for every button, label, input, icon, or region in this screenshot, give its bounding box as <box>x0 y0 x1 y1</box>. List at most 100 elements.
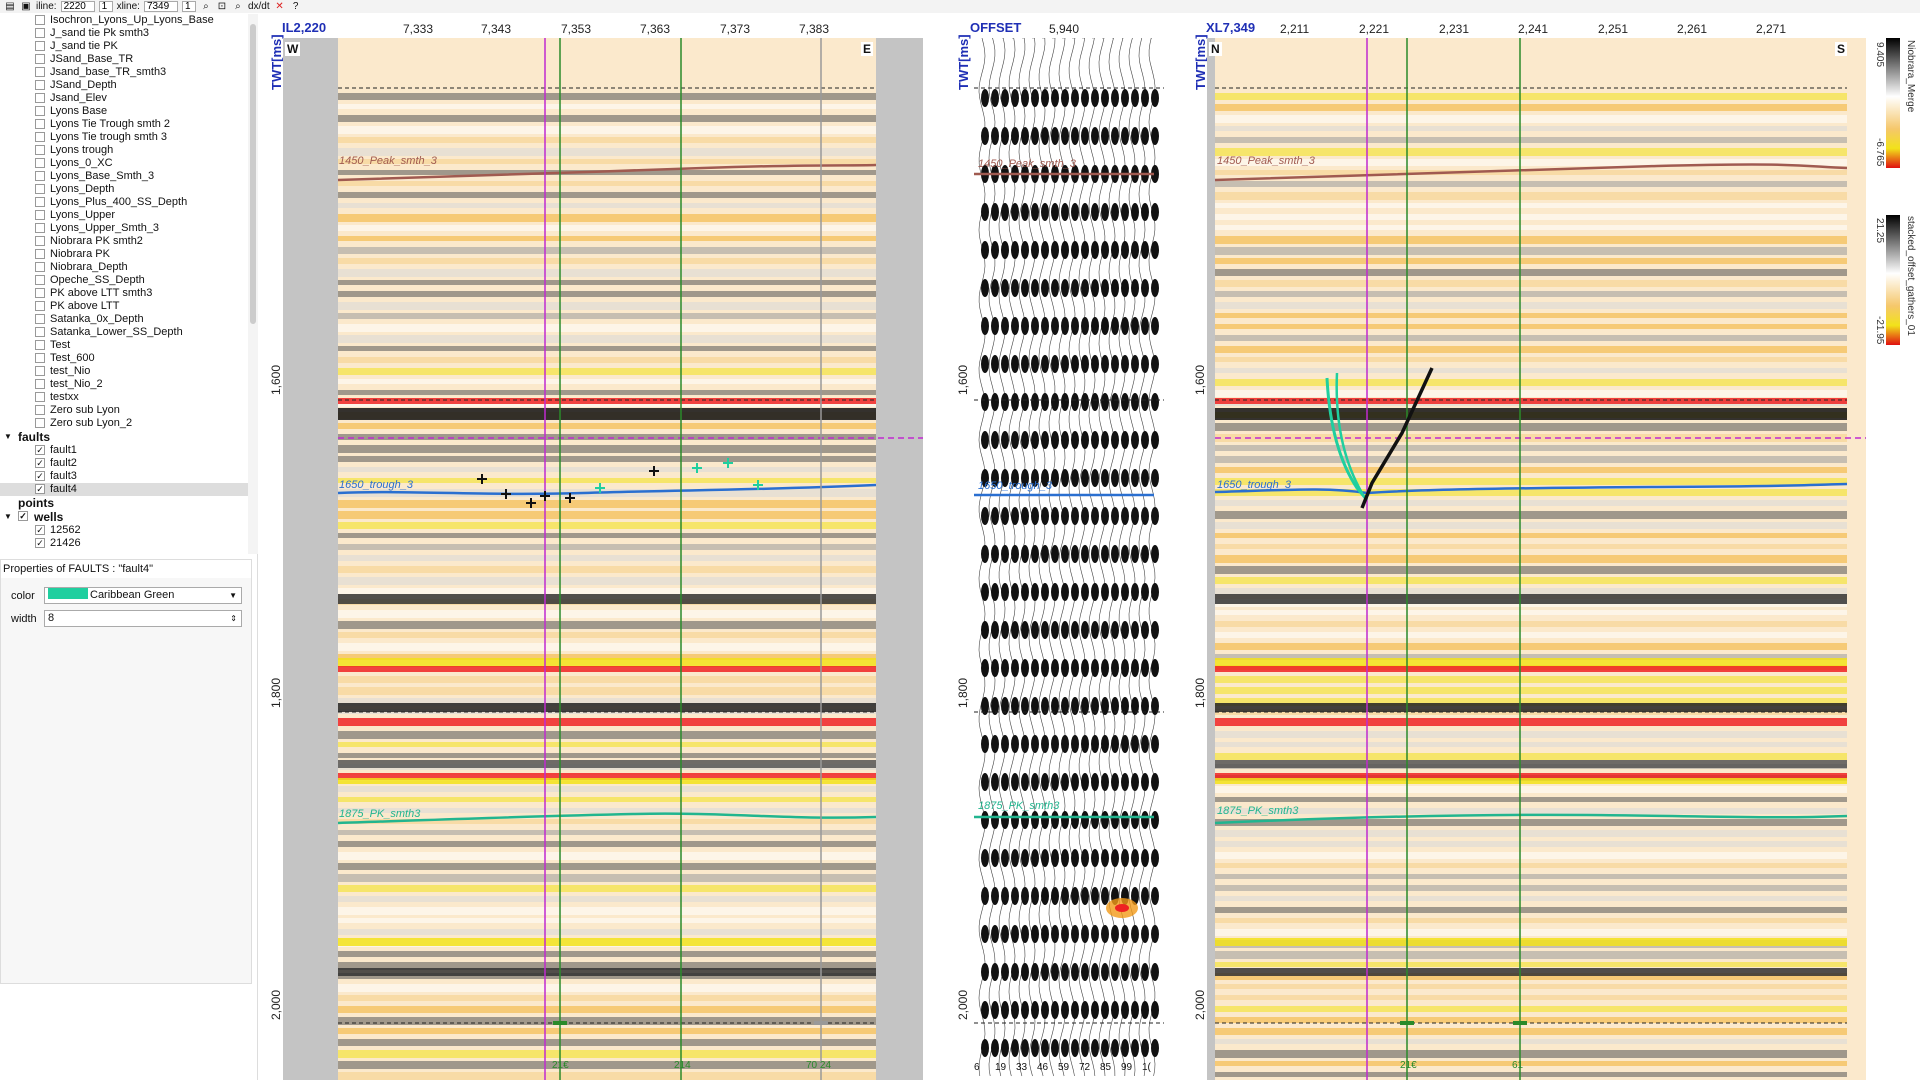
iline-input[interactable] <box>60 1 95 12</box>
checkbox[interactable] <box>35 41 45 51</box>
dxdt-button[interactable]: dx/dt <box>247 1 270 12</box>
tree-item-fault[interactable]: ✓ fault2 <box>0 457 258 470</box>
checkbox-checked[interactable]: ✓ <box>35 525 45 535</box>
tree-item-horizon[interactable]: Test_600 <box>0 352 258 365</box>
checkbox[interactable] <box>35 392 45 402</box>
tree-item-horizon[interactable]: Lyons Tie Trough smth 2 <box>0 118 258 131</box>
checkbox-checked[interactable]: ✓ <box>35 471 45 481</box>
tree-group-wells[interactable]: ▼ ✓ wells <box>0 510 258 524</box>
checkbox[interactable] <box>35 171 45 181</box>
checkbox[interactable] <box>35 210 45 220</box>
checkbox[interactable] <box>35 15 45 25</box>
tree-item-horizon[interactable]: test_Nio <box>0 365 258 378</box>
tree-item-horizon[interactable]: Lyons_Plus_400_SS_Depth <box>0 196 258 209</box>
folder-icon[interactable]: ▤ <box>5 1 15 12</box>
checkbox[interactable] <box>35 106 45 116</box>
tree-item-horizon[interactable]: PK above LTT smth3 <box>0 287 258 300</box>
checkbox[interactable] <box>35 379 45 389</box>
checkbox[interactable] <box>35 223 45 233</box>
checkbox[interactable] <box>35 197 45 207</box>
xline-step-input[interactable] <box>181 1 196 12</box>
stepper-icon[interactable]: ⇕ <box>230 614 237 623</box>
tree-item-well[interactable]: ✓ 21426 <box>0 537 258 550</box>
iline-step-input[interactable] <box>98 1 113 12</box>
tree-group-points[interactable]: points <box>0 496 258 510</box>
zoom-box-icon[interactable]: ⊡ <box>217 1 227 12</box>
tree-item-well[interactable]: ✓ 12562 <box>0 524 258 537</box>
tree-item-fault[interactable]: ✓ fault1 <box>0 444 258 457</box>
chevron-down-icon[interactable]: ▼ <box>4 512 12 521</box>
tree-item-horizon[interactable]: J_sand tie Pk smth3 <box>0 27 258 40</box>
tree-item-horizon[interactable]: Satanka_Lower_SS_Depth <box>0 326 258 339</box>
checkbox[interactable] <box>35 236 45 246</box>
checkbox-checked[interactable]: ✓ <box>35 538 45 548</box>
checkbox[interactable] <box>35 28 45 38</box>
tree-group-faults[interactable]: ▼ faults <box>0 430 258 444</box>
checkbox[interactable] <box>35 54 45 64</box>
checkbox[interactable] <box>35 288 45 298</box>
tree-item-horizon[interactable]: Opeche_SS_Depth <box>0 274 258 287</box>
tree-scrollbar[interactable] <box>248 14 258 554</box>
color-select[interactable]: Caribbean Green ▼ <box>44 587 242 604</box>
tree-item-horizon[interactable]: Niobrara PK smth2 <box>0 235 258 248</box>
checkbox-checked[interactable]: ✓ <box>35 484 45 494</box>
inline-seismic-canvas[interactable] <box>283 38 923 1080</box>
save-icon[interactable]: ▣ <box>21 1 31 12</box>
tree-item-horizon[interactable]: Lyons_Upper <box>0 209 258 222</box>
zoom-icon[interactable]: ⌕ <box>203 1 209 12</box>
tree-item-horizon[interactable]: Lyons_Depth <box>0 183 258 196</box>
tree-item-horizon[interactable]: Lyons Base <box>0 105 258 118</box>
checkbox[interactable] <box>35 353 45 363</box>
checkbox[interactable] <box>35 366 45 376</box>
tree-item-horizon[interactable]: Niobrara PK <box>0 248 258 261</box>
tree-item-horizon[interactable]: Niobrara_Depth <box>0 261 258 274</box>
offset-seismic-canvas[interactable] <box>974 38 1164 1080</box>
checkbox[interactable] <box>35 119 45 129</box>
checkbox[interactable] <box>35 145 45 155</box>
tree-item-horizon[interactable]: Zero sub Lyon_2 <box>0 417 258 430</box>
checkbox[interactable] <box>35 275 45 285</box>
tree-item-horizon[interactable]: test_Nio_2 <box>0 378 258 391</box>
tree-item-horizon[interactable]: Zero sub Lyon <box>0 404 258 417</box>
width-spinbox[interactable]: 8 ⇕ <box>44 610 242 627</box>
tree-item-horizon[interactable]: Lyons_Base_Smth_3 <box>0 170 258 183</box>
checkbox-checked[interactable]: ✓ <box>35 445 45 455</box>
pick-icon[interactable]: ✕ <box>275 1 284 12</box>
chevron-down-icon[interactable]: ▼ <box>4 432 12 441</box>
tree-item-horizon[interactable]: J_sand tie PK <box>0 40 258 53</box>
checkbox[interactable] <box>35 158 45 168</box>
checkbox[interactable] <box>35 80 45 90</box>
tree-item-horizon[interactable]: PK above LTT <box>0 300 258 313</box>
checkbox[interactable] <box>35 249 45 259</box>
checkbox[interactable] <box>35 93 45 103</box>
help-button[interactable]: ? <box>292 1 299 12</box>
tree-item-horizon[interactable]: Lyons Tie trough smth 3 <box>0 131 258 144</box>
tree-item-horizon[interactable]: Isochron_Lyons_Up_Lyons_Base <box>0 14 258 27</box>
checkbox-checked[interactable]: ✓ <box>35 458 45 468</box>
tree-item-horizon[interactable]: testxx <box>0 391 258 404</box>
xline-input[interactable] <box>143 1 178 12</box>
checkbox[interactable] <box>35 132 45 142</box>
tree-item-horizon[interactable]: JSand_Depth <box>0 79 258 92</box>
checkbox[interactable] <box>35 340 45 350</box>
tree-item-horizon[interactable]: Lyons trough <box>0 144 258 157</box>
checkbox[interactable] <box>35 67 45 77</box>
crossline-seismic-canvas[interactable] <box>1207 38 1866 1080</box>
tree-item-horizon[interactable]: JSand_Base_TR <box>0 53 258 66</box>
checkbox[interactable] <box>35 405 45 415</box>
checkbox[interactable] <box>35 327 45 337</box>
tree-item-fault[interactable]: ✓ fault4 <box>0 483 258 496</box>
tree-item-horizon[interactable]: Lyons_0_XC <box>0 157 258 170</box>
zoom-out-icon[interactable]: ⌕ <box>235 1 241 12</box>
tree-item-horizon[interactable]: Lyons_Upper_Smth_3 <box>0 222 258 235</box>
checkbox[interactable] <box>35 418 45 428</box>
tree-item-horizon[interactable]: Test <box>0 339 258 352</box>
checkbox[interactable] <box>35 314 45 324</box>
tree-item-horizon[interactable]: Jsand_Elev <box>0 92 258 105</box>
checkbox[interactable] <box>35 184 45 194</box>
tree-item-fault[interactable]: ✓ fault3 <box>0 470 258 483</box>
tree-item-horizon[interactable]: Satanka_0x_Depth <box>0 313 258 326</box>
checkbox[interactable] <box>35 301 45 311</box>
checkbox-checked[interactable]: ✓ <box>18 511 28 521</box>
tree-item-horizon[interactable]: Jsand_base_TR_smth3 <box>0 66 258 79</box>
